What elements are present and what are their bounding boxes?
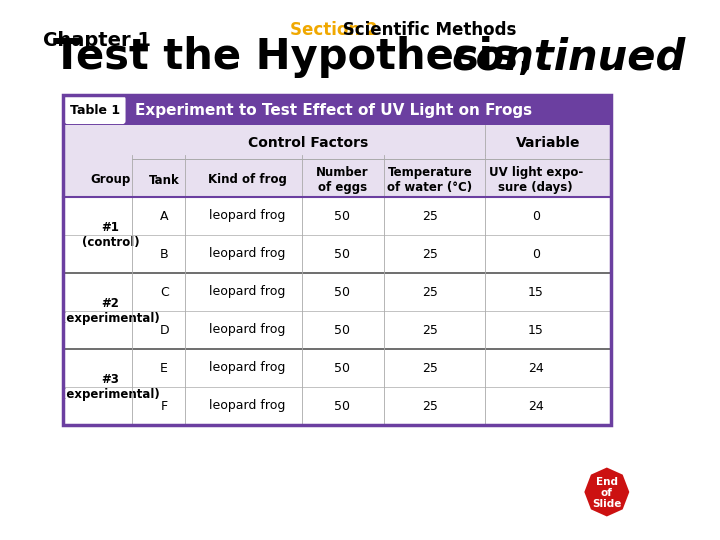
Text: End: End (596, 477, 618, 487)
Text: Control Factors: Control Factors (248, 136, 369, 150)
Bar (63, 125, 611, 197)
Text: Scientific Methods: Scientific Methods (337, 21, 516, 39)
Text: Variable: Variable (516, 136, 580, 150)
Text: Chapter 1: Chapter 1 (42, 30, 150, 50)
Text: 50: 50 (334, 361, 350, 375)
Text: 25: 25 (422, 323, 438, 336)
Bar (63, 95, 611, 125)
Text: Group: Group (91, 173, 131, 186)
Text: leopard frog: leopard frog (209, 400, 285, 413)
Text: 25: 25 (422, 210, 438, 222)
Text: 15: 15 (528, 286, 544, 299)
Text: F: F (161, 400, 168, 413)
Text: Test the Hypothesis,: Test the Hypothesis, (53, 36, 549, 78)
Text: 25: 25 (422, 361, 438, 375)
Text: A: A (160, 210, 168, 222)
Text: #2
(experimental): #2 (experimental) (61, 297, 160, 325)
Text: Tank: Tank (149, 173, 179, 186)
Text: Slide: Slide (592, 499, 621, 509)
Text: leopard frog: leopard frog (209, 247, 285, 260)
Text: E: E (161, 361, 168, 375)
Text: UV light expo-
sure (days): UV light expo- sure (days) (489, 166, 583, 194)
Text: C: C (160, 286, 168, 299)
Text: Table 1: Table 1 (70, 104, 120, 117)
Text: B: B (160, 247, 168, 260)
Polygon shape (583, 466, 631, 518)
Text: leopard frog: leopard frog (209, 323, 285, 336)
Text: 50: 50 (334, 323, 350, 336)
Text: 50: 50 (334, 286, 350, 299)
Text: 24: 24 (528, 400, 544, 413)
Text: 15: 15 (528, 323, 544, 336)
Text: 50: 50 (334, 400, 350, 413)
Text: Experiment to Test Effect of UV Light on Frogs: Experiment to Test Effect of UV Light on… (135, 103, 532, 118)
Text: of: of (601, 488, 613, 498)
Text: D: D (159, 323, 169, 336)
Text: Section 2: Section 2 (290, 21, 378, 39)
Text: leopard frog: leopard frog (209, 210, 285, 222)
Text: Number
of eggs: Number of eggs (316, 166, 369, 194)
Text: #3
(experimental): #3 (experimental) (61, 373, 160, 401)
Text: continued: continued (452, 36, 686, 78)
Text: Temperature
of water (°C): Temperature of water (°C) (387, 166, 472, 194)
FancyBboxPatch shape (66, 97, 125, 123)
Bar (63, 197, 611, 365)
Text: Kind of frog: Kind of frog (207, 173, 287, 186)
Text: 25: 25 (422, 400, 438, 413)
Text: 50: 50 (334, 247, 350, 260)
Bar (63, 95, 611, 425)
Text: 25: 25 (422, 247, 438, 260)
Text: 24: 24 (528, 361, 544, 375)
Text: 0: 0 (532, 210, 540, 222)
Text: 25: 25 (422, 286, 438, 299)
Text: leopard frog: leopard frog (209, 286, 285, 299)
Text: 0: 0 (532, 247, 540, 260)
Text: #1
(control): #1 (control) (82, 221, 140, 249)
Text: leopard frog: leopard frog (209, 361, 285, 375)
Text: 50: 50 (334, 210, 350, 222)
